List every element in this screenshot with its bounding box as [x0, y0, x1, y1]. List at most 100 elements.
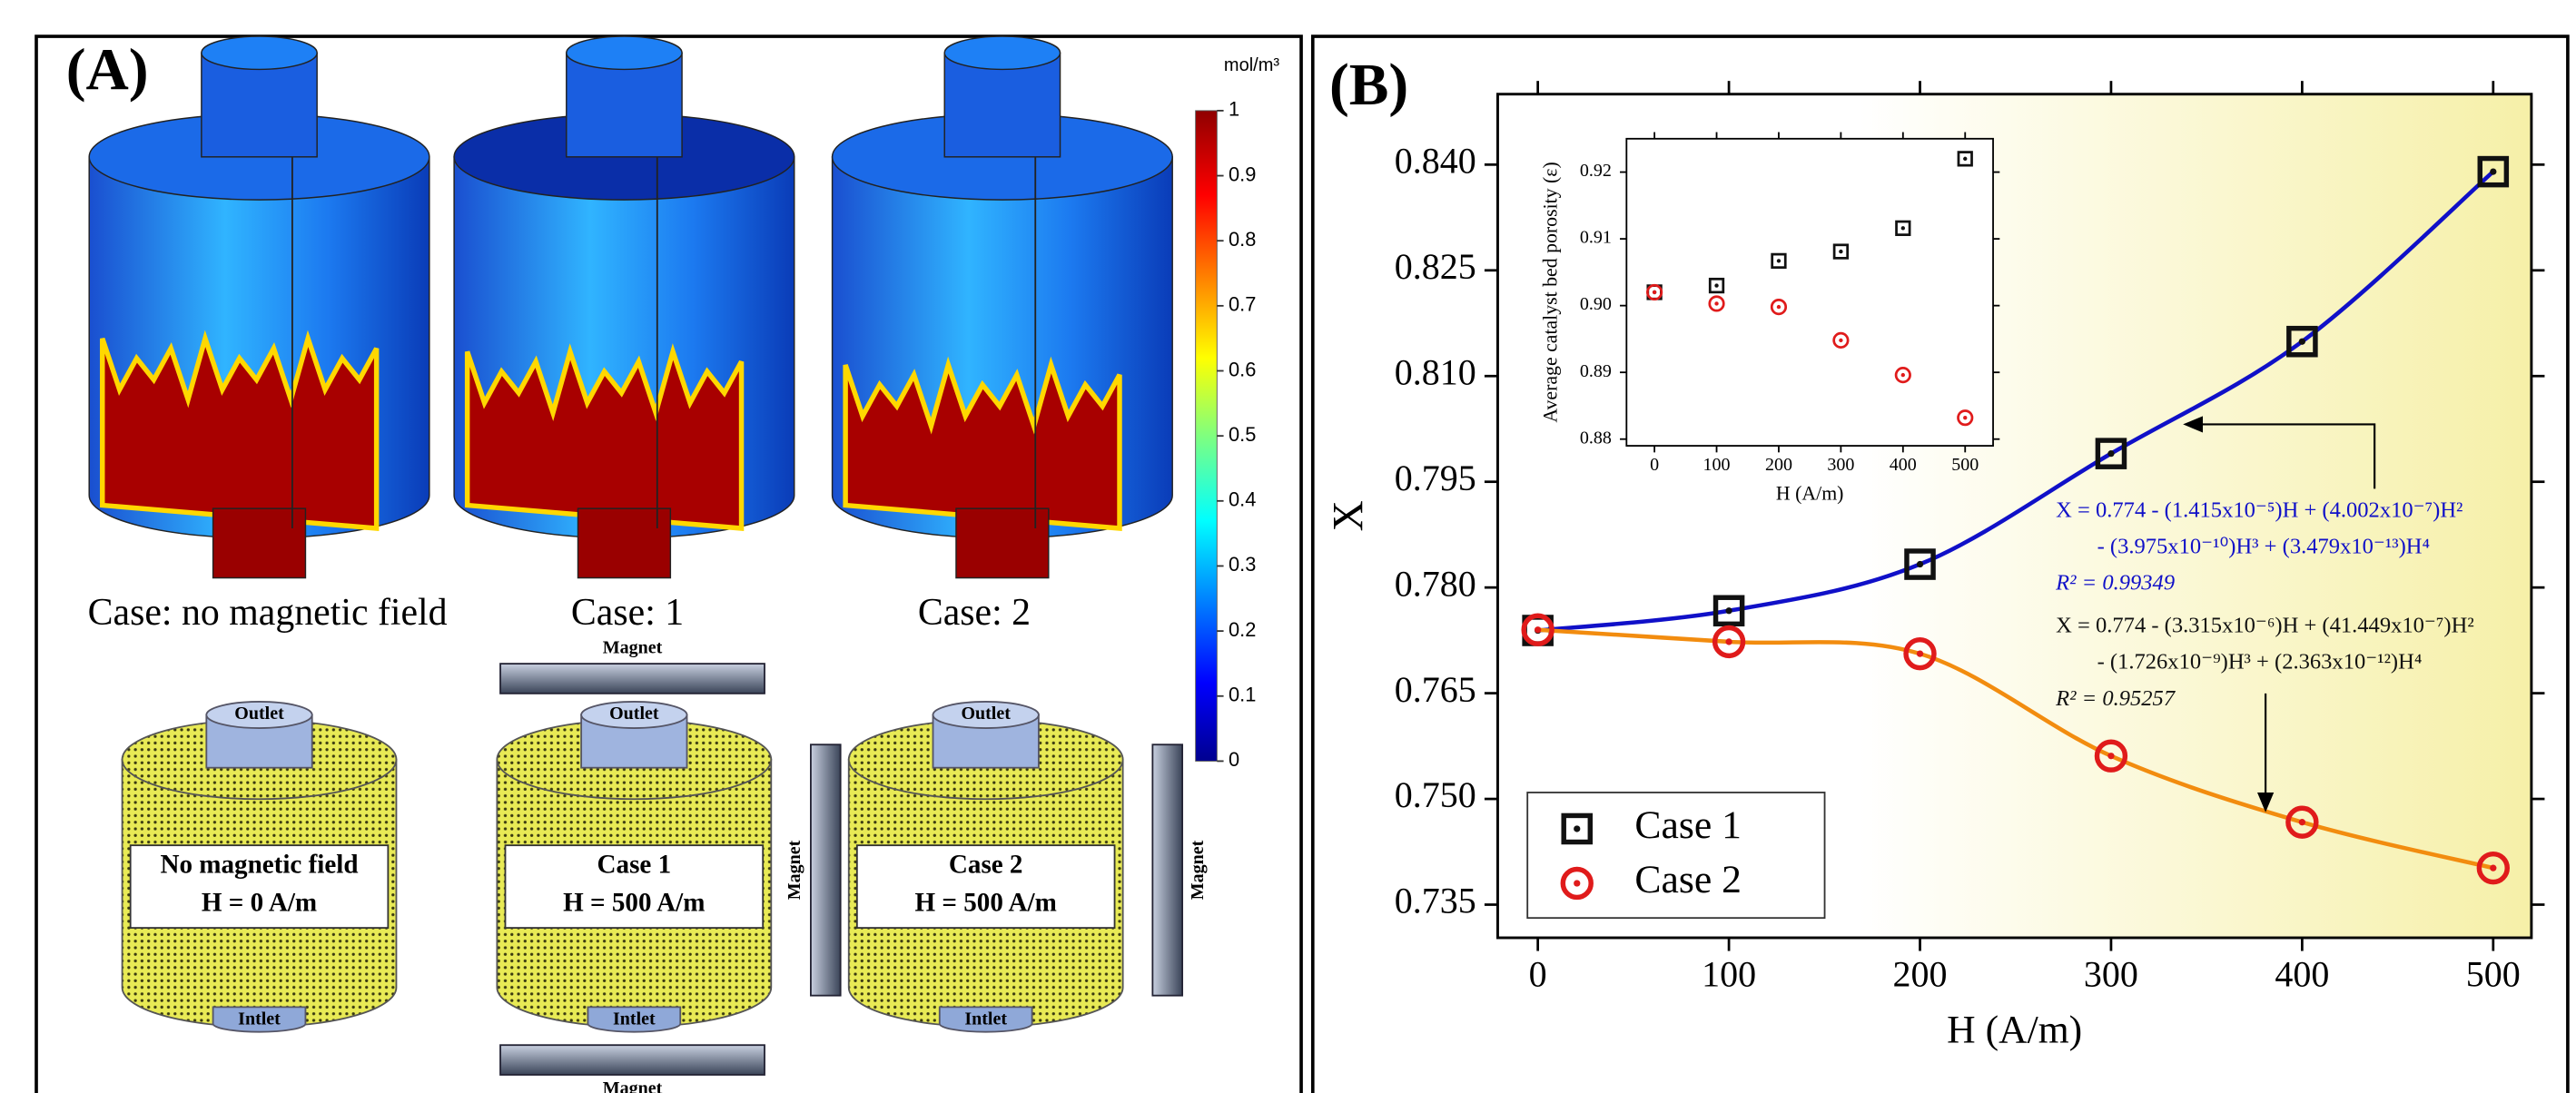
data-point-center: [1777, 305, 1781, 309]
case-caption: Case: 1: [571, 592, 684, 634]
data-point-center: [2299, 819, 2305, 825]
colorbar-tick-label: 0.7: [1229, 293, 1256, 316]
data-point-center: [1725, 638, 1732, 645]
fit-equation: R² = 0.99349: [2055, 570, 2175, 595]
inset-plot-area: [1626, 139, 1993, 446]
fit-equation: R² = 0.95257: [2055, 686, 2176, 711]
y-tick-label: 0.88: [1580, 428, 1612, 448]
magnet: [500, 1045, 765, 1075]
y-tick-label: 0.89: [1580, 361, 1612, 381]
x-axis-label: H (A/m): [1776, 483, 1844, 505]
x-axis-label: H (A/m): [1947, 1008, 2082, 1051]
inlet-label: Intlet: [613, 1009, 656, 1029]
y-tick-label: 0.780: [1395, 563, 1476, 604]
colorbar-title: mol/m³: [1224, 55, 1279, 75]
data-point-center: [1917, 561, 1923, 567]
outlet-label: Outlet: [961, 704, 1011, 724]
x-tick-label: 300: [2084, 954, 2138, 995]
colorbar-tick-label: 1: [1229, 98, 1239, 121]
x-tick-label: 200: [1893, 954, 1948, 995]
data-point-center: [1901, 373, 1905, 377]
y-axis-label: X: [1325, 500, 1372, 531]
y-tick-label: 0.810: [1395, 351, 1476, 392]
magnet: [500, 664, 765, 694]
setup-field: H = 500 A/m: [563, 888, 705, 917]
magnet-label: Magnet: [1188, 840, 1208, 900]
figure: (A) (B) mol/m³00.10.20.30.40.50.60.70.80…: [0, 0, 2576, 1093]
colorbar-tick-label: 0.4: [1229, 488, 1256, 511]
case-caption: Case: no magnetic field: [88, 592, 448, 634]
data-point-center: [2490, 168, 2496, 174]
x-tick-label: 0: [1650, 455, 1659, 475]
fit-equation: X = 0.774 - (3.315x10⁻⁶)H + (41.449x10⁻⁷…: [2056, 614, 2474, 638]
x-tick-label: 100: [1703, 455, 1731, 475]
setup-title: Case 1: [597, 850, 672, 879]
magnet-label: Magnet: [603, 1078, 663, 1093]
colorbar-tick-label: 0: [1229, 748, 1239, 771]
outlet-top: [944, 36, 1060, 69]
magnet-label: Magnet: [785, 840, 804, 900]
y-tick-label: 0.795: [1395, 458, 1476, 498]
x-tick-label: 500: [1951, 455, 1979, 475]
colorbar-tick-label: 0.1: [1229, 684, 1256, 706]
x-tick-label: 100: [1702, 954, 1756, 995]
case-caption: Case: 2: [918, 592, 1031, 634]
legend-label: Case 2: [1634, 858, 1742, 901]
y-axis-label: Average catalyst bed porosity (ε): [1539, 162, 1561, 422]
magnet-label: Magnet: [603, 637, 663, 657]
data-point-center: [1901, 226, 1905, 230]
data-point-center: [2107, 450, 2114, 457]
colorbar: [1196, 111, 1218, 762]
y-tick-label: 0.750: [1395, 774, 1476, 815]
y-tick-label: 0.765: [1395, 669, 1476, 710]
fit-equation: - (3.975x10⁻¹⁰)H³ + (3.479x10⁻¹³)H⁴: [2097, 534, 2430, 558]
data-point-center: [1653, 290, 1656, 294]
y-tick-label: 0.92: [1580, 161, 1612, 181]
setup-title: No magnetic field: [160, 850, 358, 879]
legend-label: Case 1: [1634, 803, 1742, 847]
setup-title: Case 2: [949, 850, 1023, 879]
y-tick-label: 0.735: [1395, 881, 1476, 921]
x-tick-label: 300: [1827, 455, 1854, 475]
data-point-center: [1535, 626, 1541, 633]
magnet: [1152, 744, 1182, 995]
x-tick-label: 0: [1529, 954, 1547, 995]
outlet-label: Outlet: [234, 704, 284, 724]
colorbar-tick-label: 0.6: [1229, 358, 1256, 380]
data-point-center: [2490, 865, 2496, 871]
y-tick-label: 0.840: [1395, 141, 1476, 182]
setup-field: H = 500 A/m: [915, 888, 1057, 917]
colorbar-tick-label: 0.3: [1229, 553, 1256, 576]
high-concentration-region: [103, 339, 377, 528]
data-point-center: [2107, 753, 2114, 759]
page: (A) (B) mol/m³00.10.20.30.40.50.60.70.80…: [0, 0, 2576, 1093]
colorbar-tick-label: 0.8: [1229, 228, 1256, 251]
data-point-center: [1574, 825, 1580, 832]
data-point-center: [1917, 650, 1923, 656]
data-point-center: [1839, 250, 1842, 253]
x-tick-label: 500: [2466, 954, 2521, 995]
fit-equation: X = 0.774 - (1.415x10⁻⁵)H + (4.002x10⁻⁷)…: [2056, 497, 2462, 522]
colorbar-tick-label: 0.9: [1229, 162, 1256, 185]
setup-field: H = 0 A/m: [202, 888, 317, 917]
y-tick-label: 0.90: [1580, 294, 1612, 314]
data-point-center: [1714, 283, 1718, 287]
fit-equation: - (1.726x10⁻⁹)H³ + (2.363x10⁻¹²)H⁴: [2097, 650, 2423, 675]
magnet: [811, 744, 841, 995]
inlet-label: Intlet: [238, 1009, 281, 1029]
y-tick-label: 0.91: [1580, 228, 1612, 248]
outlet-top: [202, 36, 317, 69]
data-point-center: [1714, 301, 1718, 305]
panel-label: (B): [1329, 53, 1408, 118]
colorbar-tick-label: 0.2: [1229, 618, 1256, 641]
data-point-center: [1839, 339, 1842, 342]
panel-label: (A): [66, 38, 149, 103]
y-tick-label: 0.825: [1395, 246, 1476, 287]
x-tick-label: 200: [1765, 455, 1792, 475]
x-tick-label: 400: [2275, 954, 2329, 995]
data-point-center: [1725, 607, 1732, 614]
outlet-label: Outlet: [609, 704, 659, 724]
data-point-center: [1574, 880, 1580, 886]
inlet-label: Intlet: [964, 1009, 1007, 1029]
outlet-top: [567, 36, 682, 69]
